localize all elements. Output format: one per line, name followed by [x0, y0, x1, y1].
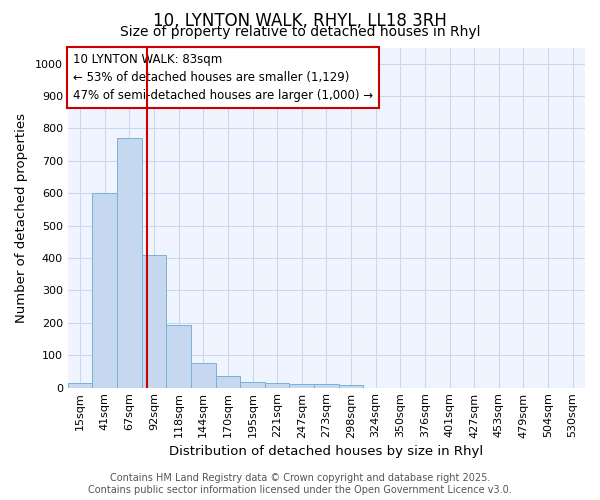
Bar	[191, 364, 215, 388]
Bar	[289, 384, 314, 388]
Text: 10, LYNTON WALK, RHYL, LL18 3RH: 10, LYNTON WALK, RHYL, LL18 3RH	[153, 12, 447, 30]
X-axis label: Distribution of detached houses by size in Rhyl: Distribution of detached houses by size …	[169, 444, 484, 458]
Text: Contains HM Land Registry data © Crown copyright and database right 2025.
Contai: Contains HM Land Registry data © Crown c…	[88, 474, 512, 495]
Bar	[92, 193, 117, 388]
Bar	[68, 384, 92, 388]
Bar	[265, 384, 289, 388]
Bar	[240, 382, 265, 388]
Bar	[339, 386, 364, 388]
Y-axis label: Number of detached properties: Number of detached properties	[15, 112, 28, 322]
Bar	[215, 376, 240, 388]
Bar	[166, 325, 191, 388]
Bar	[117, 138, 142, 388]
Text: Size of property relative to detached houses in Rhyl: Size of property relative to detached ho…	[120, 25, 480, 39]
Bar	[314, 384, 339, 388]
Bar	[142, 255, 166, 388]
Text: 10 LYNTON WALK: 83sqm
← 53% of detached houses are smaller (1,129)
47% of semi-d: 10 LYNTON WALK: 83sqm ← 53% of detached …	[73, 52, 373, 102]
